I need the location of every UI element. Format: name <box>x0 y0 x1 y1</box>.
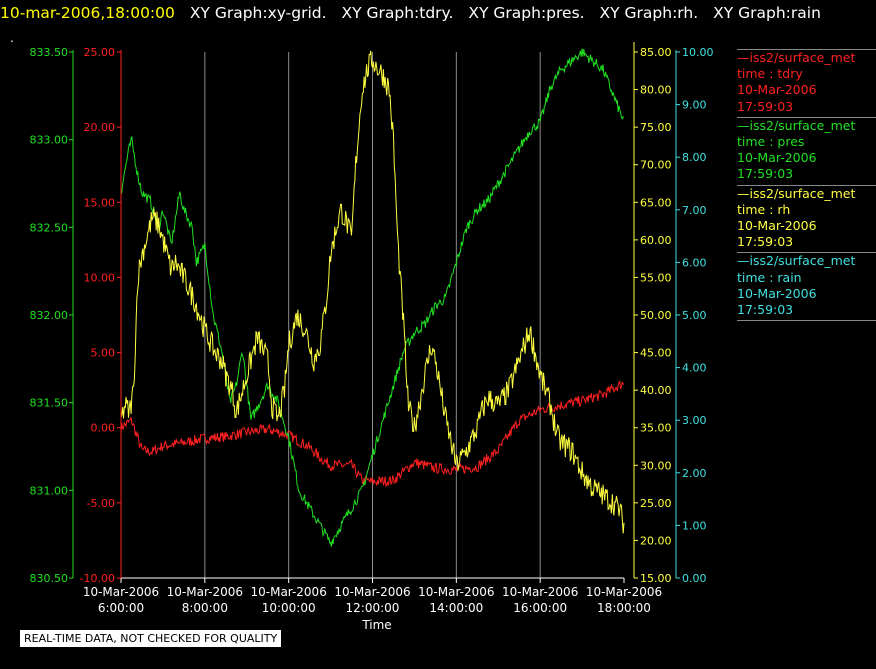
y-tick-label-tdry: 25.00 <box>84 46 116 59</box>
x-tick-label-time: 16:00:00 <box>513 601 567 615</box>
y-tick-label-tdry: 10.00 <box>84 271 116 284</box>
x-tick-label-time: 18:00:00 <box>597 601 651 615</box>
legend-time: 17:59:03 <box>737 98 794 114</box>
graph-label-xy-grid[interactable]: XY Graph:xy-grid. <box>189 4 327 22</box>
y-tick-label-rain: 6.00 <box>682 256 707 269</box>
legend-entry-pres[interactable]: —iss2/surface_met time : pres 10-Mar-200… <box>737 116 876 185</box>
y-tick-label-rain: 10.00 <box>682 46 714 59</box>
y-tick-label-rh: 45.00 <box>640 347 672 360</box>
x-tick-label-date: 10-Mar-2006 <box>250 585 326 599</box>
y-tick-label-rh: 85.00 <box>640 46 672 59</box>
x-tick-label-date: 10-Mar-2006 <box>334 585 410 599</box>
legend-time: 17:59:03 <box>737 302 794 318</box>
legend-entry-rain[interactable]: —iss2/surface_met time : rain 10-Mar-200… <box>737 252 876 322</box>
x-tick-label-date: 10-Mar-2006 <box>502 585 578 599</box>
legend: —iss2/surface_met time : tdry 10-Mar-200… <box>737 49 876 322</box>
legend-field: time : rain <box>737 269 802 285</box>
legend-source: —iss2/surface_met <box>737 185 856 201</box>
y-tick-label-pres: 831.50 <box>30 397 69 410</box>
legend-field: time : tdry <box>737 66 803 82</box>
x-tick-label-time: 6:00:00 <box>98 601 144 615</box>
legend-field: time : rh <box>737 201 791 217</box>
legend-time: 17:59:03 <box>737 234 794 250</box>
y-tick-label-pres: 833.50 <box>30 46 69 59</box>
y-tick-label-rain: 3.00 <box>682 414 707 427</box>
x-tick-label-date: 10-Mar-2006 <box>83 585 159 599</box>
legend-field: time : pres <box>737 134 805 150</box>
y-tick-label-rh: 40.00 <box>640 384 672 397</box>
y-tick-label-tdry: 15.00 <box>84 196 116 209</box>
y-tick-label-rain: 0.00 <box>682 572 707 585</box>
legend-date: 10-Mar-2006 <box>737 285 817 301</box>
x-tick-label-time: 8:00:00 <box>182 601 228 615</box>
timestamp: 10-mar-2006,18:00:00 <box>0 4 175 22</box>
x-tick-label-date: 10-Mar-2006 <box>586 585 662 599</box>
y-tick-label-pres: 832.50 <box>30 221 69 234</box>
y-tick-label-tdry: 20.00 <box>84 121 116 134</box>
legend-source: —iss2/surface_met <box>737 50 856 65</box>
y-tick-label-rain: 7.00 <box>682 204 707 217</box>
legend-source: —iss2/surface_met <box>737 253 856 269</box>
y-tick-label-rh: 35.00 <box>640 422 672 435</box>
graph-label-rh[interactable]: XY Graph:rh. <box>599 4 699 22</box>
x-tick-label-time: 10:00:00 <box>262 601 316 615</box>
y-tick-label-tdry: -5.00 <box>87 497 115 510</box>
y-tick-label-tdry: 5.00 <box>91 347 116 360</box>
y-tick-label-pres: 830.50 <box>30 572 69 585</box>
y-tick-label-tdry: -10.00 <box>80 572 115 585</box>
y-tick-label-tdry: 0.00 <box>91 422 116 435</box>
legend-date: 10-Mar-2006 <box>737 150 817 166</box>
title-bar: 10-mar-2006,18:00:00 XY Graph:xy-grid. X… <box>0 2 821 24</box>
x-tick-label-time: 14:00:00 <box>429 601 483 615</box>
y-tick-label-rain: 8.00 <box>682 151 707 164</box>
y-tick-label-rh: 20.00 <box>640 534 672 547</box>
y-tick-label-pres: 831.00 <box>30 484 69 497</box>
y-tick-label-rain: 4.00 <box>682 362 707 375</box>
y-tick-label-rain: 5.00 <box>682 309 707 322</box>
corner-mark: . <box>10 31 14 45</box>
legend-date: 10-Mar-2006 <box>737 218 817 234</box>
y-tick-label-rh: 80.00 <box>640 84 672 97</box>
legend-source: —iss2/surface_met <box>737 117 856 133</box>
graph-label-tdry[interactable]: XY Graph:tdry. <box>341 4 454 22</box>
legend-entry-rh[interactable]: —iss2/surface_met time : rh 10-Mar-2006 … <box>737 184 876 253</box>
y-tick-label-rain: 1.00 <box>682 519 707 532</box>
x-axis-label: Time <box>361 618 391 632</box>
y-tick-label-rh: 60.00 <box>640 234 672 247</box>
y-tick-label-pres: 832.00 <box>30 309 69 322</box>
legend-entry-tdry[interactable]: —iss2/surface_met time : tdry 10-Mar-200… <box>737 49 876 117</box>
y-tick-label-rh: 25.00 <box>640 497 672 510</box>
x-tick-label-date: 10-Mar-2006 <box>167 585 243 599</box>
x-tick-label-time: 12:00:00 <box>346 601 400 615</box>
y-tick-label-rh: 65.00 <box>640 196 672 209</box>
grid-lines <box>204 52 541 578</box>
y-tick-label-rh: 30.00 <box>640 459 672 472</box>
graph-label-rain[interactable]: XY Graph:rain <box>713 4 821 22</box>
y-tick-label-rh: 50.00 <box>640 309 672 322</box>
legend-date: 10-Mar-2006 <box>737 82 817 98</box>
y-tick-label-rh: 75.00 <box>640 121 672 134</box>
axes: 10-Mar-2006 6:00:00 10-Mar-2006 8:00:00 10-M… <box>30 42 714 615</box>
series-line-tdry <box>120 380 625 488</box>
series-line-rh <box>120 50 625 534</box>
series-line-pres <box>120 48 625 547</box>
y-tick-label-rain: 2.00 <box>682 467 707 480</box>
quality-notice: REAL-TIME DATA, NOT CHECKED FOR QUALITY <box>20 630 282 647</box>
y-tick-label-rh: 55.00 <box>640 271 672 284</box>
y-tick-label-rh: 15.00 <box>640 572 672 585</box>
y-tick-label-rain: 9.00 <box>682 99 707 112</box>
legend-time: 17:59:03 <box>737 166 794 182</box>
x-tick-label-date: 10-Mar-2006 <box>418 585 494 599</box>
y-tick-label-pres: 833.00 <box>30 134 69 147</box>
graph-label-pres[interactable]: XY Graph:pres. <box>468 4 585 22</box>
y-tick-label-rh: 70.00 <box>640 159 672 172</box>
